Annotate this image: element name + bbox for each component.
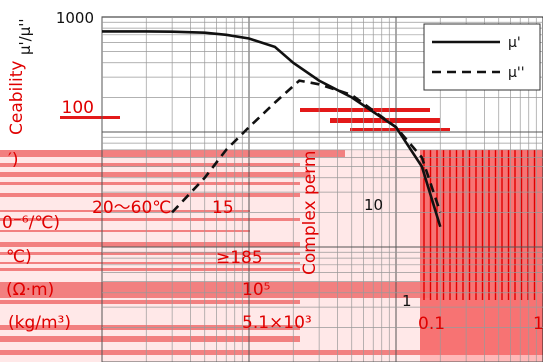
legend-label-1: μ'' xyxy=(508,65,525,81)
left-label-2: Ceability xyxy=(7,61,27,135)
red-stripe-16 xyxy=(300,108,430,112)
legend-box xyxy=(423,23,541,91)
y-tick-label-1: 100 xyxy=(62,98,94,118)
curves xyxy=(101,30,442,228)
tick-labels: 1000 100 xyxy=(56,9,94,118)
row-temp-unit: 0⁻⁶/℃) xyxy=(2,213,60,233)
curie-value: ≥185 xyxy=(216,248,263,268)
x-tick-overlay-1: 0.1 xyxy=(418,314,445,334)
ten-overlay: 10 xyxy=(364,196,383,214)
temp-value: 15 xyxy=(212,198,234,218)
legend-label-0: μ' xyxy=(508,35,521,51)
red-stripe-18 xyxy=(350,128,450,131)
y-tick-label-0: 1000 xyxy=(56,9,94,27)
red-stripe-15 xyxy=(60,116,120,119)
resistivity-unit: (Ω·m) xyxy=(6,280,54,300)
ylabel-overlay: Complex perm xyxy=(300,151,320,275)
overlay-text: μ'/μ'' Ceability ′) 20～60℃ 15 0⁻⁶/℃) ℃) ≥185 (Ω·… xyxy=(2,18,543,334)
left-label-1: μ'/μ'' xyxy=(16,18,34,55)
resistivity-value: 10⁵ xyxy=(242,280,270,300)
temp-range: 20～60℃ xyxy=(92,198,171,218)
density-unit: (kg/m³) xyxy=(8,313,71,333)
legend: μ' μ'' xyxy=(423,23,541,91)
left-label-3: ′) xyxy=(8,150,19,170)
row-curie-unit: ℃) xyxy=(6,247,32,267)
density-value: 5.1×10³ xyxy=(242,313,312,333)
pink-wash xyxy=(0,150,420,362)
x-tick-overlay-2: 1 xyxy=(533,314,543,334)
one-overlay: 1 xyxy=(402,292,412,310)
